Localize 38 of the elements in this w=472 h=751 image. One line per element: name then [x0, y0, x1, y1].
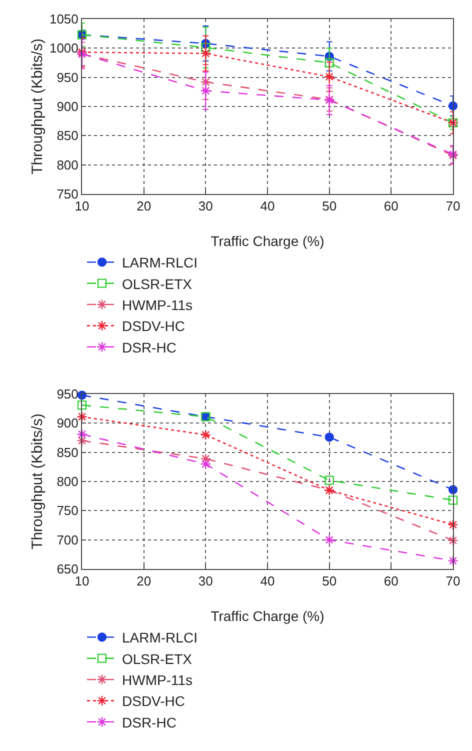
- legend-label: DSDV-HC: [122, 693, 186, 710]
- y-tick-label: 900: [56, 99, 78, 114]
- legend-label: OLSR-ETX: [122, 276, 193, 292]
- y-tick-label: 750: [56, 503, 78, 518]
- x-axis-title: Traffic Charge (%): [210, 608, 324, 624]
- x-tick-label: 70: [446, 574, 460, 589]
- x-tick-label: 70: [446, 198, 460, 214]
- y-tick-label: 950: [56, 386, 78, 402]
- x-tick-label: 40: [260, 574, 275, 589]
- x-tick-label: 40: [260, 198, 275, 214]
- y-axis-title: Throughput (Kbits/s): [29, 38, 46, 174]
- x-tick-label: 50: [322, 574, 337, 589]
- y-tick-label: 800: [56, 474, 78, 490]
- x-tick-label: 60: [384, 198, 398, 214]
- legend-label: OLSR-ETX: [122, 650, 193, 667]
- y-axis-title: Throughput (Kbits/s): [29, 414, 46, 550]
- legend-label: LARM-RLCI: [122, 630, 198, 646]
- y-tick-label: 900: [56, 416, 78, 431]
- x-tick-label: 50: [322, 198, 337, 214]
- y-tick-label: 800: [56, 157, 78, 172]
- legend-label: DSDV-HC: [122, 318, 186, 334]
- y-tick-label: 1000: [49, 40, 78, 56]
- y-tick-label: 850: [56, 444, 78, 460]
- y-tick-label: 700: [56, 532, 78, 548]
- y-tick-label: 850: [56, 128, 78, 144]
- x-tick-label: 20: [136, 574, 152, 589]
- x-tick-label: 60: [384, 574, 398, 589]
- legend-label: LARM-RLCI: [122, 254, 198, 271]
- legend-label: DSR-HC: [122, 714, 176, 730]
- y-tick-label: 1050: [49, 12, 78, 27]
- x-axis-title: Traffic Charge (%): [210, 233, 324, 249]
- legend-label: DSR-HC: [122, 339, 176, 356]
- legend-label: HWMP-11s: [122, 672, 193, 688]
- x-tick-label: 30: [198, 574, 213, 589]
- y-tick-label: 950: [56, 70, 78, 85]
- x-tick-label: 20: [136, 198, 152, 214]
- legend-label: HWMP-11s: [122, 296, 193, 313]
- x-tick-label: 30: [198, 198, 213, 214]
